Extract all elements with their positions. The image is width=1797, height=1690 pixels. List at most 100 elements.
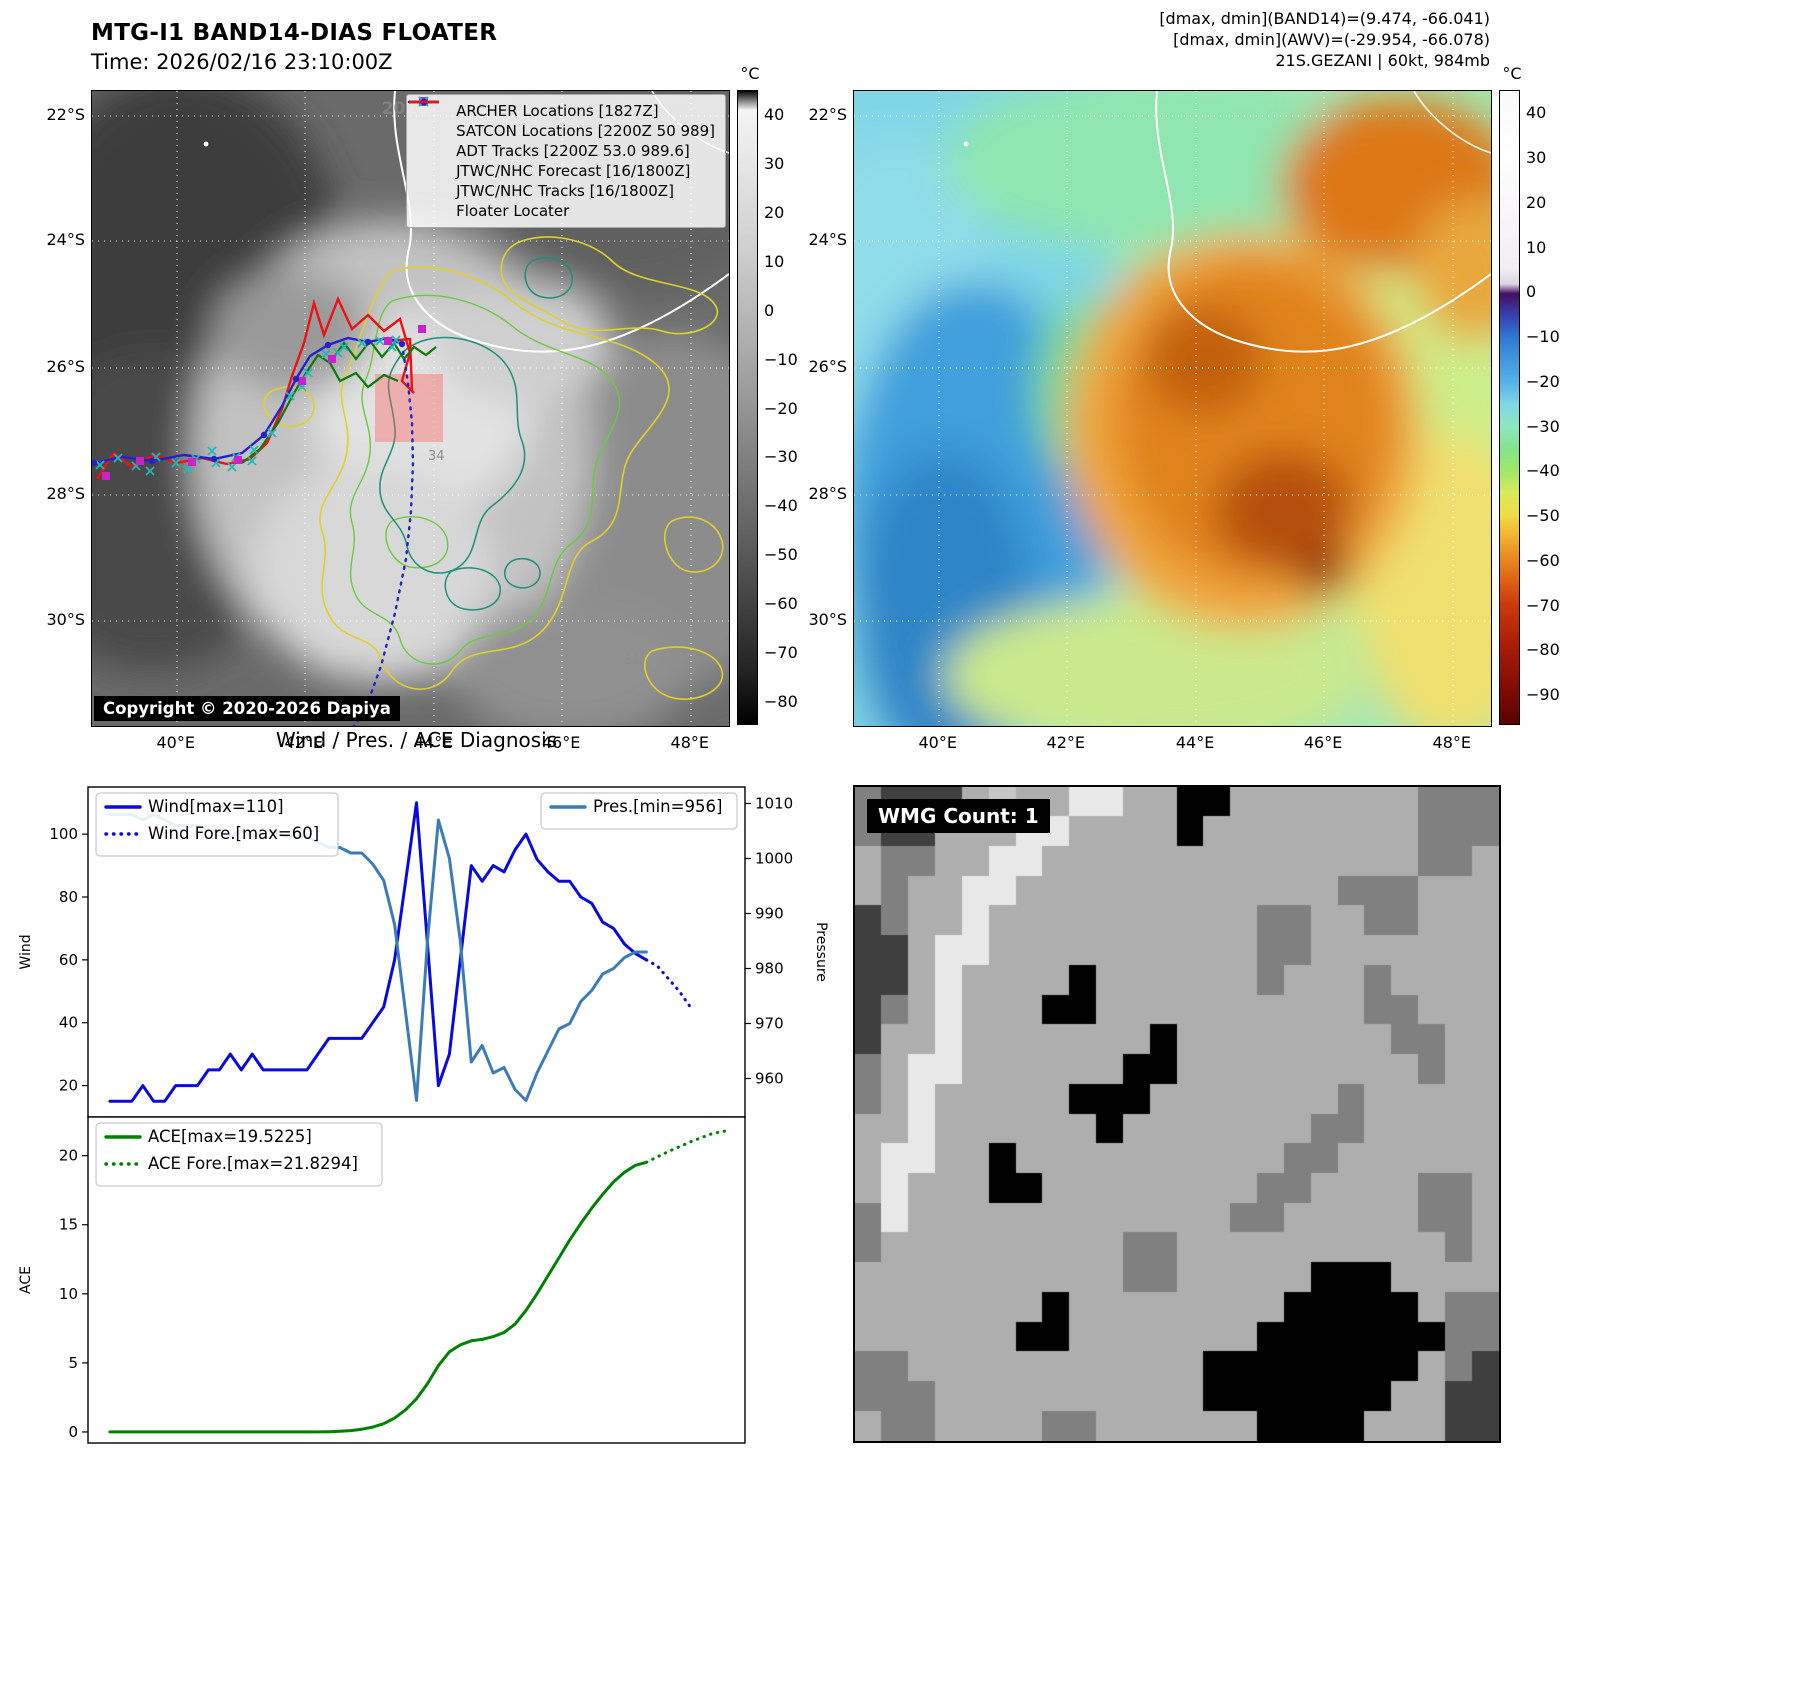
coastline-2 [1413,91,1491,154]
legend-label: ACE Fore.[max=21.8294] [148,1154,358,1173]
jtwc-dot-marker [364,338,372,346]
axis-tick-label: 40°E [156,733,195,752]
svg-text:Pressure: Pressure [813,922,829,982]
annotation-line: 21S.GEZANI | 60kt, 984mb [1275,51,1490,70]
axis-tick-label: 46°E [541,733,581,752]
axis-tick-label: 10 [1526,237,1547,257]
legend-label: ACE[max=19.5225] [148,1127,312,1146]
band14-map: 2026 ARCHER Locations [1827Z]SATCON Loca… [91,90,730,727]
archer-square-marker [188,458,196,466]
axis-tick-label: −70 [764,642,798,662]
axis-tick-label: −10 [764,349,798,369]
axis-tick-label: 24°S [808,229,847,249]
svg-text:100: 100 [49,825,78,843]
svg-text:60: 60 [59,951,78,969]
axis-tick-label: 22°S [46,104,85,124]
legend-label: ADT Tracks [2200Z 53.0 989.6] [456,142,690,160]
wmg-panel: WMG Count: 1 [853,785,1501,1443]
svg-text:970: 970 [755,1015,784,1033]
contour-value-label: 34 [428,449,445,464]
svg-text:80: 80 [59,888,78,906]
svg-text:1000: 1000 [755,850,793,868]
svg-text:980: 980 [755,960,784,978]
satcon-x-marker [113,453,123,463]
svg-text:20: 20 [59,1077,78,1095]
satcon-x-marker [207,446,217,456]
axis-tick-label: −90 [1526,685,1560,705]
axis-tick-label: 30°S [46,610,85,630]
satcon-x-marker [247,456,257,466]
satcon-x-marker [357,338,367,348]
legend-label: JTWC/NHC Tracks [16/1800Z] [456,182,674,200]
awv-annotations: [dmax, dmin](BAND14)=(9.474, -66.041) [d… [960,8,1490,71]
svg-text:1010: 1010 [755,795,793,813]
adt-track-green [241,339,437,464]
axis-tick-label: −20 [1526,371,1560,391]
band14-title: MTG-I1 BAND14-DIAS FLOATER [91,20,498,46]
axis-tick-label: 28°S [46,483,85,503]
jtwc-dot-marker [260,431,268,439]
awv-satellite-image [854,91,1491,726]
adt-track-green-branch [329,362,399,389]
satcon-x-marker [171,458,181,468]
axis-tick-label: −30 [764,447,798,467]
svg-text:10: 10 [59,1285,78,1303]
star-marker [963,141,969,147]
axis-tick-label: 10 [764,251,785,271]
jtwc-track-blue [93,336,403,465]
series-Wind[max=110] [108,801,648,1103]
satcon-x-marker [183,464,193,474]
svg-text:20: 20 [59,1147,78,1165]
legend-entry: SATCON Locations [2200Z 50 989] [413,96,715,141]
legend-entry: Floater Locater [409,100,715,221]
satcon-x-marker [95,460,105,470]
archer-square-marker [298,377,306,385]
series-Wind Fore.[max=60] [644,958,692,1009]
chart-legend [95,1122,383,1187]
axis-tick-label: −30 [1526,416,1560,436]
axis-tick-label: 40 [1526,103,1547,123]
wmg-count-badge: WMG Count: 1 [867,799,1050,833]
legend-label: SATCON Locations [2200Z 50 989] [456,122,715,140]
contours-green [349,294,621,665]
axis-tick-label: 44°E [1175,733,1215,752]
axis-tick-label: 48°E [670,733,709,752]
band14-colorbar [737,90,758,725]
awv-colorbar [1499,90,1520,725]
band14-legend: ARCHER Locations [1827Z] SATCON Locations… [406,94,726,228]
axis-tick-label: 30°S [808,610,847,630]
band14-colorbar-unit: °C [740,64,760,83]
svg-text:0: 0 [68,1423,78,1441]
legend-label: Wind[max=110] [148,797,284,816]
jtwc-dot-marker [148,457,156,465]
axis-tick-label: 30 [764,154,785,174]
axis-tick-label: 42°E [284,733,323,752]
svg-text:960: 960 [755,1070,784,1088]
axis-tick-label: −60 [1526,550,1560,570]
axis-tick-label: 40 [764,105,785,125]
satcon-x-marker [285,391,295,401]
axis-tick-label: 0 [764,300,775,320]
axis-tick-label: 26°S [808,356,847,376]
band14-subtitle: Time: 2026/02/16 23:10:00Z [91,50,393,74]
jtwc-dot-marker [292,375,300,383]
axis-tick-label: 40°E [918,733,957,752]
awv-color-field [854,91,1491,726]
axis-tick-label: 26°S [46,356,85,376]
svg-text:5: 5 [68,1354,78,1372]
axis-tick-label: −50 [1526,506,1560,526]
legend-label: Floater Locater [456,202,570,220]
axis-tick-label: 24°S [46,229,85,249]
legend-label: ARCHER Locations [1827Z] [456,102,659,120]
axis-tick-label: 28°S [808,483,847,503]
svg-text:Wind: Wind [18,934,34,969]
coastline [1155,91,1491,353]
axis-tick-label: −10 [1526,327,1560,347]
axis-tick-label: −70 [1526,595,1560,615]
annotation-line: [dmax, dmin](AWV)=(-29.954, -66.078) [1173,30,1490,49]
contour-value-label: 31 [624,653,641,668]
axis-tick-label: 42°E [1046,733,1085,752]
axis-tick-label: −40 [764,496,798,516]
satcon-x-marker [267,428,277,438]
